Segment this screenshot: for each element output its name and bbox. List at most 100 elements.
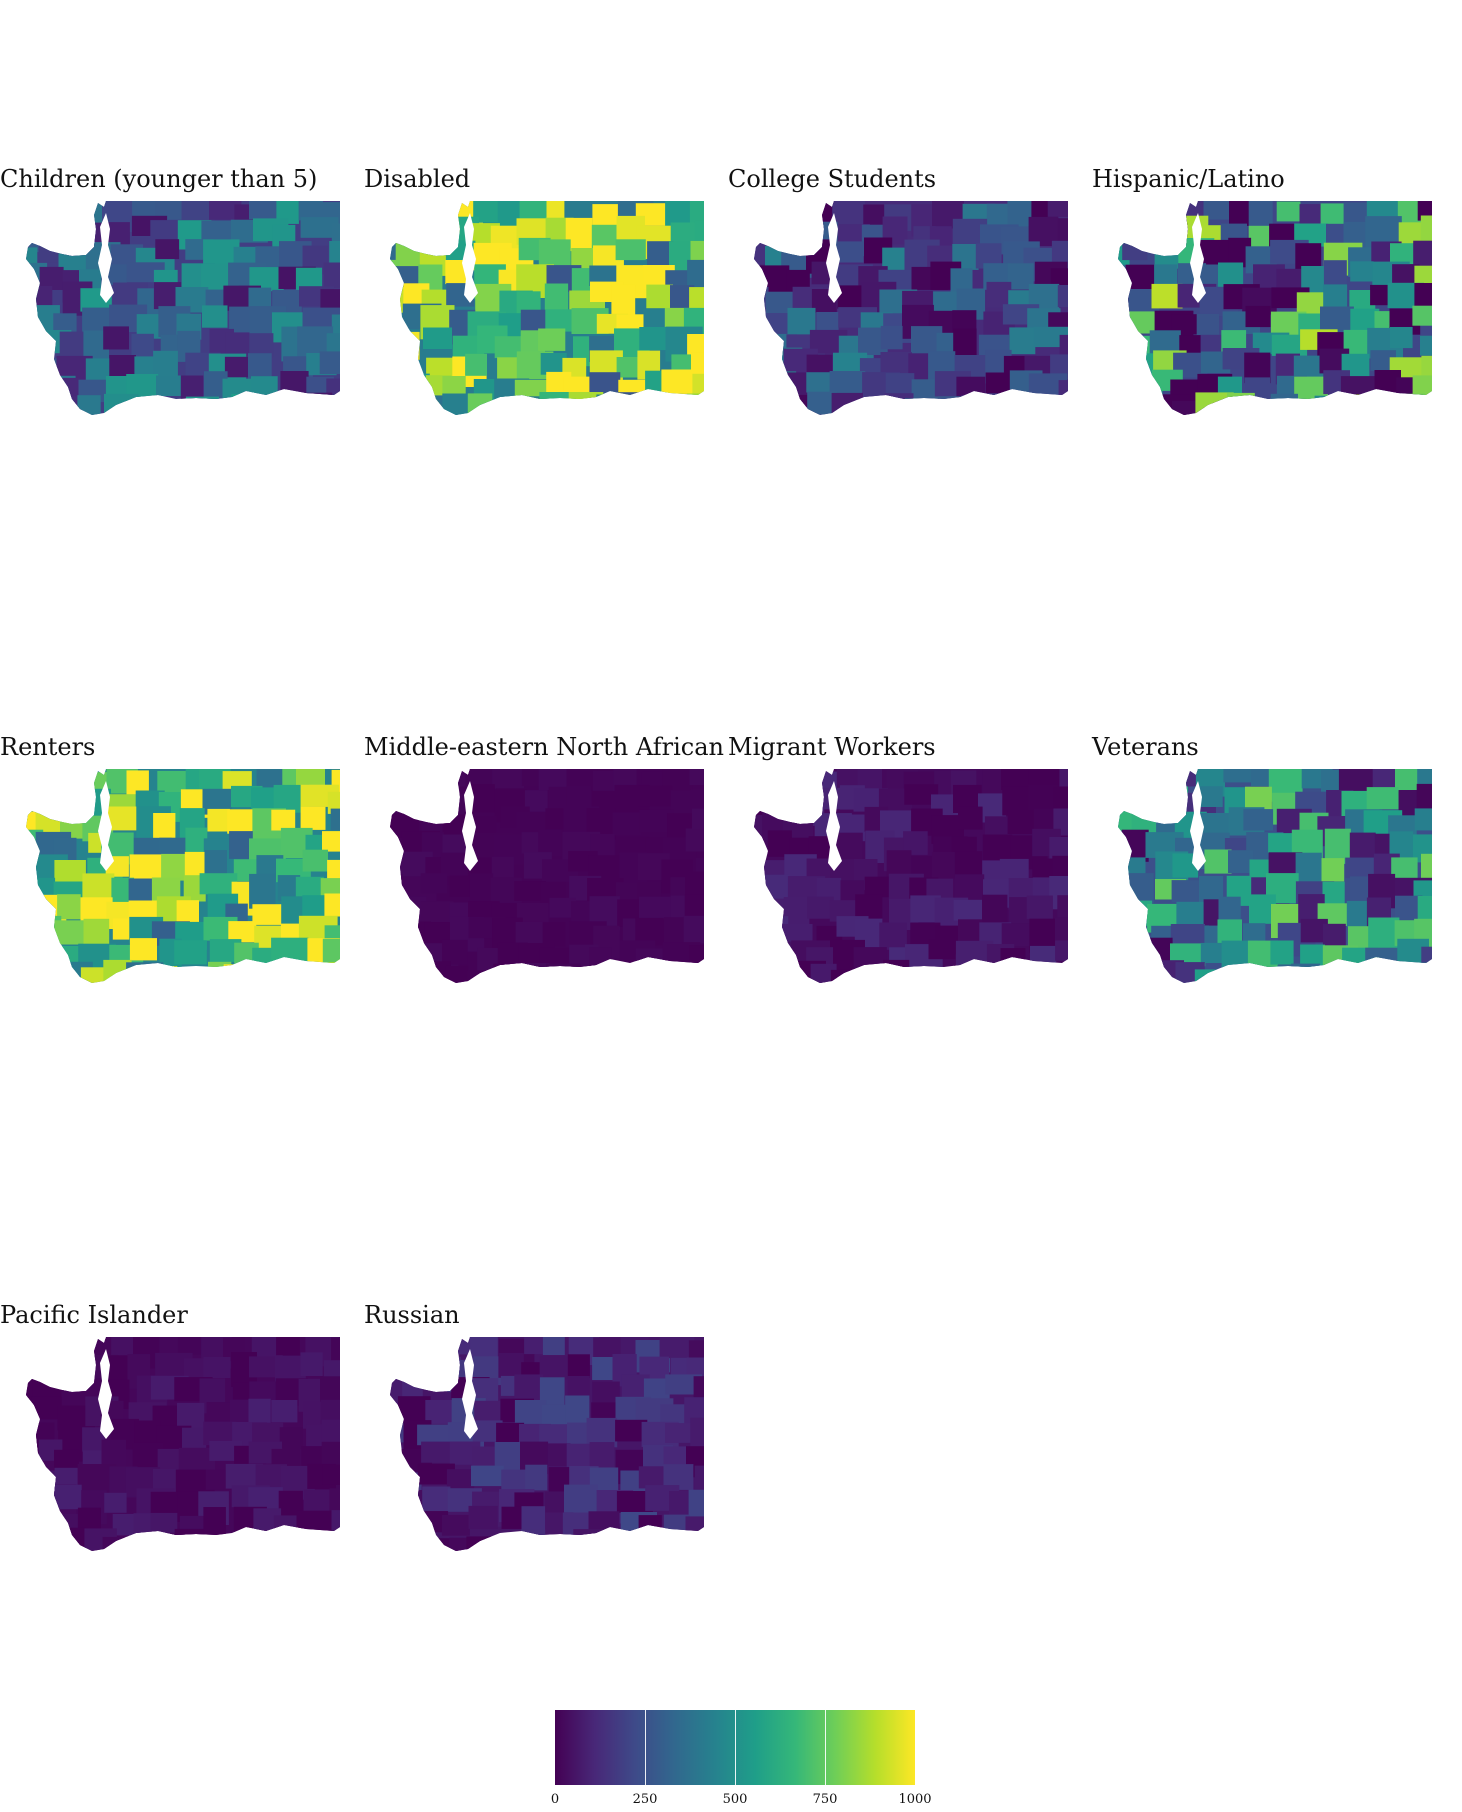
census-tract	[639, 1356, 669, 1381]
census-tract	[754, 267, 765, 297]
census-tract	[1001, 769, 1038, 790]
census-tract	[1118, 967, 1137, 983]
census-tract	[62, 201, 92, 226]
census-tract	[588, 1511, 620, 1538]
legend-tick-label: 0	[550, 1792, 560, 1807]
census-tract	[685, 1516, 704, 1539]
census-tract	[419, 202, 454, 237]
census-tract	[544, 283, 569, 318]
census-tract	[1321, 858, 1345, 882]
census-tract	[423, 327, 452, 349]
state-map	[1092, 767, 1442, 991]
census-tract	[1194, 969, 1227, 983]
state-map	[364, 199, 714, 423]
census-tract	[26, 286, 40, 318]
census-tract	[545, 963, 581, 983]
puget-sound	[826, 781, 842, 871]
census-tract	[150, 1512, 178, 1536]
census-tract	[524, 396, 554, 415]
census-tract	[328, 962, 340, 983]
census-tract	[1314, 395, 1348, 415]
census-tract	[1350, 394, 1387, 415]
puget-sound	[98, 781, 114, 871]
census-tract	[331, 769, 340, 793]
census-tract	[1125, 873, 1154, 904]
census-tract	[417, 1424, 451, 1446]
census-tract	[30, 946, 61, 968]
census-tract	[1243, 967, 1270, 983]
census-tract	[520, 1529, 546, 1551]
census-tract	[1350, 308, 1380, 332]
census-tract	[26, 947, 31, 982]
census-tract	[1345, 857, 1376, 879]
census-tract	[1059, 334, 1068, 367]
census-tract	[784, 216, 816, 246]
census-tract	[52, 1484, 82, 1510]
census-tract	[251, 376, 278, 399]
census-tract	[1007, 810, 1036, 834]
census-tract	[400, 787, 432, 812]
census-tract	[979, 965, 1015, 983]
census-tract	[831, 392, 863, 415]
census-tract	[207, 808, 230, 832]
census-tract	[322, 1464, 340, 1485]
census-tract	[788, 201, 812, 221]
census-tract	[1227, 392, 1255, 415]
census-tract	[442, 393, 469, 415]
census-tract	[395, 373, 430, 403]
census-tract	[1228, 850, 1254, 873]
census-tract	[1300, 944, 1325, 979]
panel-title: Russian	[364, 1301, 460, 1329]
puget-sound	[462, 781, 478, 871]
census-tract	[934, 970, 967, 983]
census-tract	[420, 873, 448, 894]
census-tract	[390, 1484, 408, 1507]
census-tract	[302, 849, 328, 872]
census-tract	[645, 1531, 680, 1551]
census-tract	[77, 395, 101, 415]
census-tract	[1131, 769, 1165, 792]
census-tract	[331, 1510, 340, 1537]
census-tract	[1000, 964, 1027, 983]
census-tract	[1118, 286, 1131, 319]
census-tract	[765, 400, 799, 415]
map-panel: Migrant Workers	[728, 733, 1078, 1003]
census-tract	[26, 201, 35, 234]
census-tract	[403, 1537, 426, 1551]
state-map	[0, 199, 350, 423]
census-tract	[806, 372, 835, 393]
census-tract	[204, 850, 227, 880]
census-tract	[29, 1354, 66, 1377]
census-tract	[424, 1339, 453, 1361]
panel-title: Disabled	[364, 165, 471, 193]
census-tract	[251, 963, 288, 983]
census-tract	[1030, 945, 1057, 969]
panel-title: Pacific Islander	[0, 1301, 188, 1329]
census-tract	[542, 922, 566, 947]
census-tract	[616, 1491, 653, 1513]
census-tract	[1412, 305, 1432, 326]
census-tract	[1118, 805, 1135, 832]
census-tract	[1033, 326, 1068, 348]
census-tract	[958, 806, 983, 830]
census-tract	[1420, 215, 1432, 250]
census-tract	[754, 335, 762, 368]
census-tract	[1048, 966, 1068, 983]
census-tract	[26, 394, 46, 415]
census-tract	[593, 1535, 631, 1551]
census-tract	[690, 1417, 704, 1450]
census-tract	[694, 220, 704, 248]
census-tract	[661, 369, 695, 394]
census-tract	[251, 1337, 283, 1360]
census-tract	[390, 1508, 407, 1541]
census-tract	[323, 1538, 340, 1551]
census-tract	[26, 247, 38, 272]
census-tract	[203, 1357, 231, 1378]
census-tract	[621, 964, 658, 983]
legend-tick-label: 500	[722, 1792, 748, 1807]
census-tract	[566, 769, 598, 791]
census-tract	[471, 1465, 504, 1487]
census-tract	[754, 854, 761, 889]
census-tract	[1389, 831, 1413, 859]
census-tract	[754, 378, 764, 407]
